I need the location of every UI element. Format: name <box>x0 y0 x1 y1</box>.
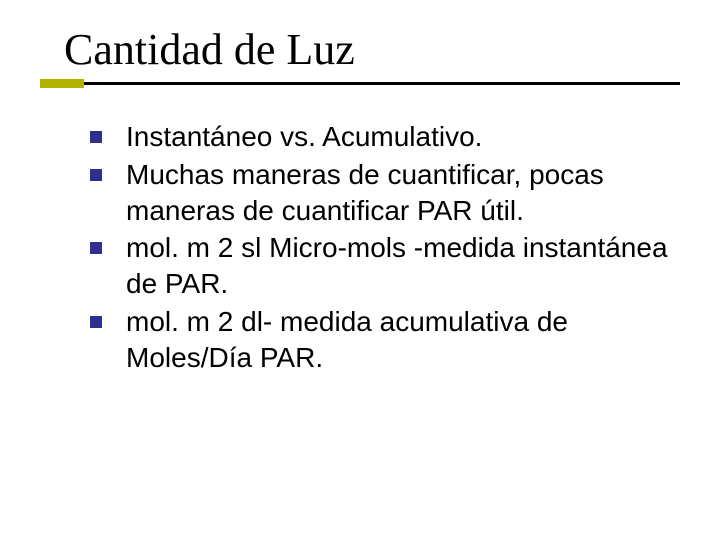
square-bullet-icon <box>90 242 102 254</box>
list-item: Muchas maneras de cuantificar, pocas man… <box>90 157 670 229</box>
slide-title: Cantidad de Luz <box>40 24 680 75</box>
list-item-text: Instantáneo vs. Acumulativo. <box>126 119 482 155</box>
square-bullet-icon <box>90 316 102 328</box>
slide: Cantidad de Luz Instantáneo vs. Acumulat… <box>0 0 720 540</box>
list-item: Instantáneo vs. Acumulativo. <box>90 119 670 155</box>
title-block: Cantidad de Luz <box>40 24 680 85</box>
list-item: mol. m 2 sl Micro-mols -medida instantán… <box>90 230 670 302</box>
list-item-text: mol. m 2 dl- medida acumulativa de Moles… <box>126 304 670 376</box>
list-item: mol. m 2 dl- medida acumulativa de Moles… <box>90 304 670 376</box>
square-bullet-icon <box>90 131 102 143</box>
square-bullet-icon <box>90 169 102 181</box>
list-item-text: Muchas maneras de cuantificar, pocas man… <box>126 157 670 229</box>
list-item-text: mol. m 2 sl Micro-mols -medida instantán… <box>126 230 670 302</box>
title-accent-bar <box>40 79 84 88</box>
title-underline <box>40 82 680 85</box>
bullet-list: Instantáneo vs. Acumulativo. Muchas mane… <box>40 85 680 376</box>
